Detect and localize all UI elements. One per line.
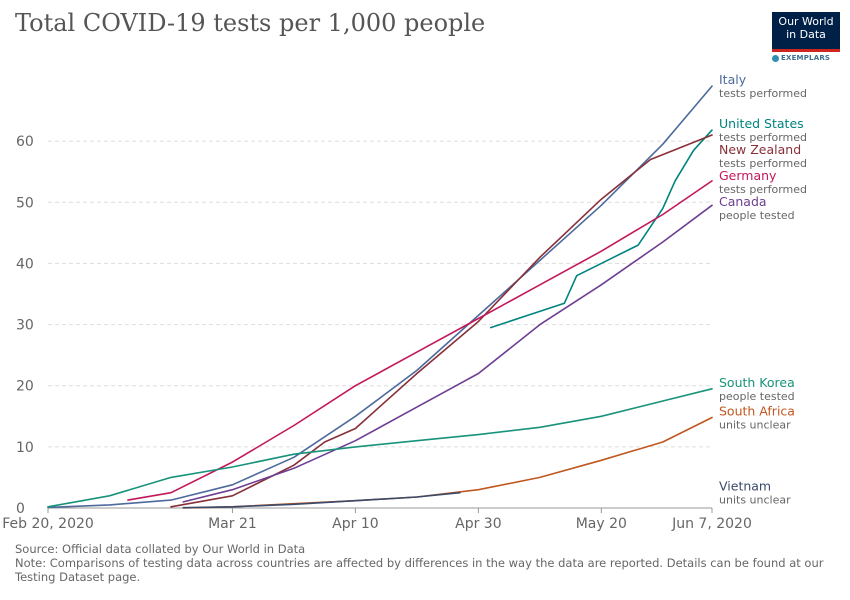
series-line xyxy=(489,129,713,329)
series-sublabel: units unclear xyxy=(719,494,791,507)
series-label: Canada xyxy=(719,194,767,209)
x-tick-label: May 20 xyxy=(576,516,627,532)
series-label: Germany xyxy=(719,168,777,183)
y-tick-label: 0 xyxy=(16,501,25,517)
y-tick-label: 60 xyxy=(16,134,34,150)
series-line xyxy=(182,204,713,503)
series-line xyxy=(47,387,713,508)
logo-line-1: Our World xyxy=(778,15,834,28)
y-tick-label: 30 xyxy=(16,318,34,334)
series-sublabel: tests performed xyxy=(719,87,807,100)
series-sublabel: tests performed xyxy=(719,183,807,196)
x-tick-label: Feb 20, 2020 xyxy=(2,516,94,532)
exemplars-logo: EXEMPLARS xyxy=(772,54,830,62)
series-label: Italy xyxy=(719,72,747,87)
x-tick-label: Jun 7, 2020 xyxy=(671,516,752,532)
series-label: Vietnam xyxy=(719,479,771,494)
y-tick-label: 50 xyxy=(16,195,34,211)
series-label: South Africa xyxy=(719,404,795,419)
series-line xyxy=(127,180,713,501)
chart-footer: Source: Official data collated by Our Wo… xyxy=(15,542,835,584)
y-tick-label: 40 xyxy=(16,256,34,272)
series-sublabel: tests performed xyxy=(719,157,807,170)
series-line xyxy=(182,491,461,509)
series-sublabel: people tested xyxy=(719,209,795,222)
series-label: New Zealand xyxy=(719,142,801,157)
y-tick-label: 10 xyxy=(16,440,34,456)
comparison-note: Note: Comparisons of testing data across… xyxy=(15,556,824,584)
series-sublabel: tests performed xyxy=(719,131,807,144)
series-label: United States xyxy=(719,116,804,131)
x-tick-label: Apr 30 xyxy=(455,516,501,532)
series-line xyxy=(47,85,713,509)
chart-title: Total COVID-19 tests per 1,000 people xyxy=(15,9,486,37)
series-label: South Korea xyxy=(719,375,795,390)
x-tick-label: Apr 10 xyxy=(332,516,378,532)
line-chart: 0 10 20 30 40 50 60 Feb 20, 2020 Mar 21 Apr 10 Apr… xyxy=(2,72,807,532)
y-tick-label: 20 xyxy=(16,379,34,395)
logo-line-2: in Data xyxy=(786,28,826,41)
source-note: Source: Official data collated by Our Wo… xyxy=(15,542,306,556)
series-sublabel: units unclear xyxy=(719,419,791,432)
owid-logo[interactable]: Our World in Data xyxy=(772,12,840,52)
series-sublabel: people tested xyxy=(719,390,795,403)
exemplars-dot-icon xyxy=(772,54,779,62)
x-tick-label: Mar 21 xyxy=(208,516,257,532)
exemplars-label: EXEMPLARS xyxy=(781,54,831,62)
